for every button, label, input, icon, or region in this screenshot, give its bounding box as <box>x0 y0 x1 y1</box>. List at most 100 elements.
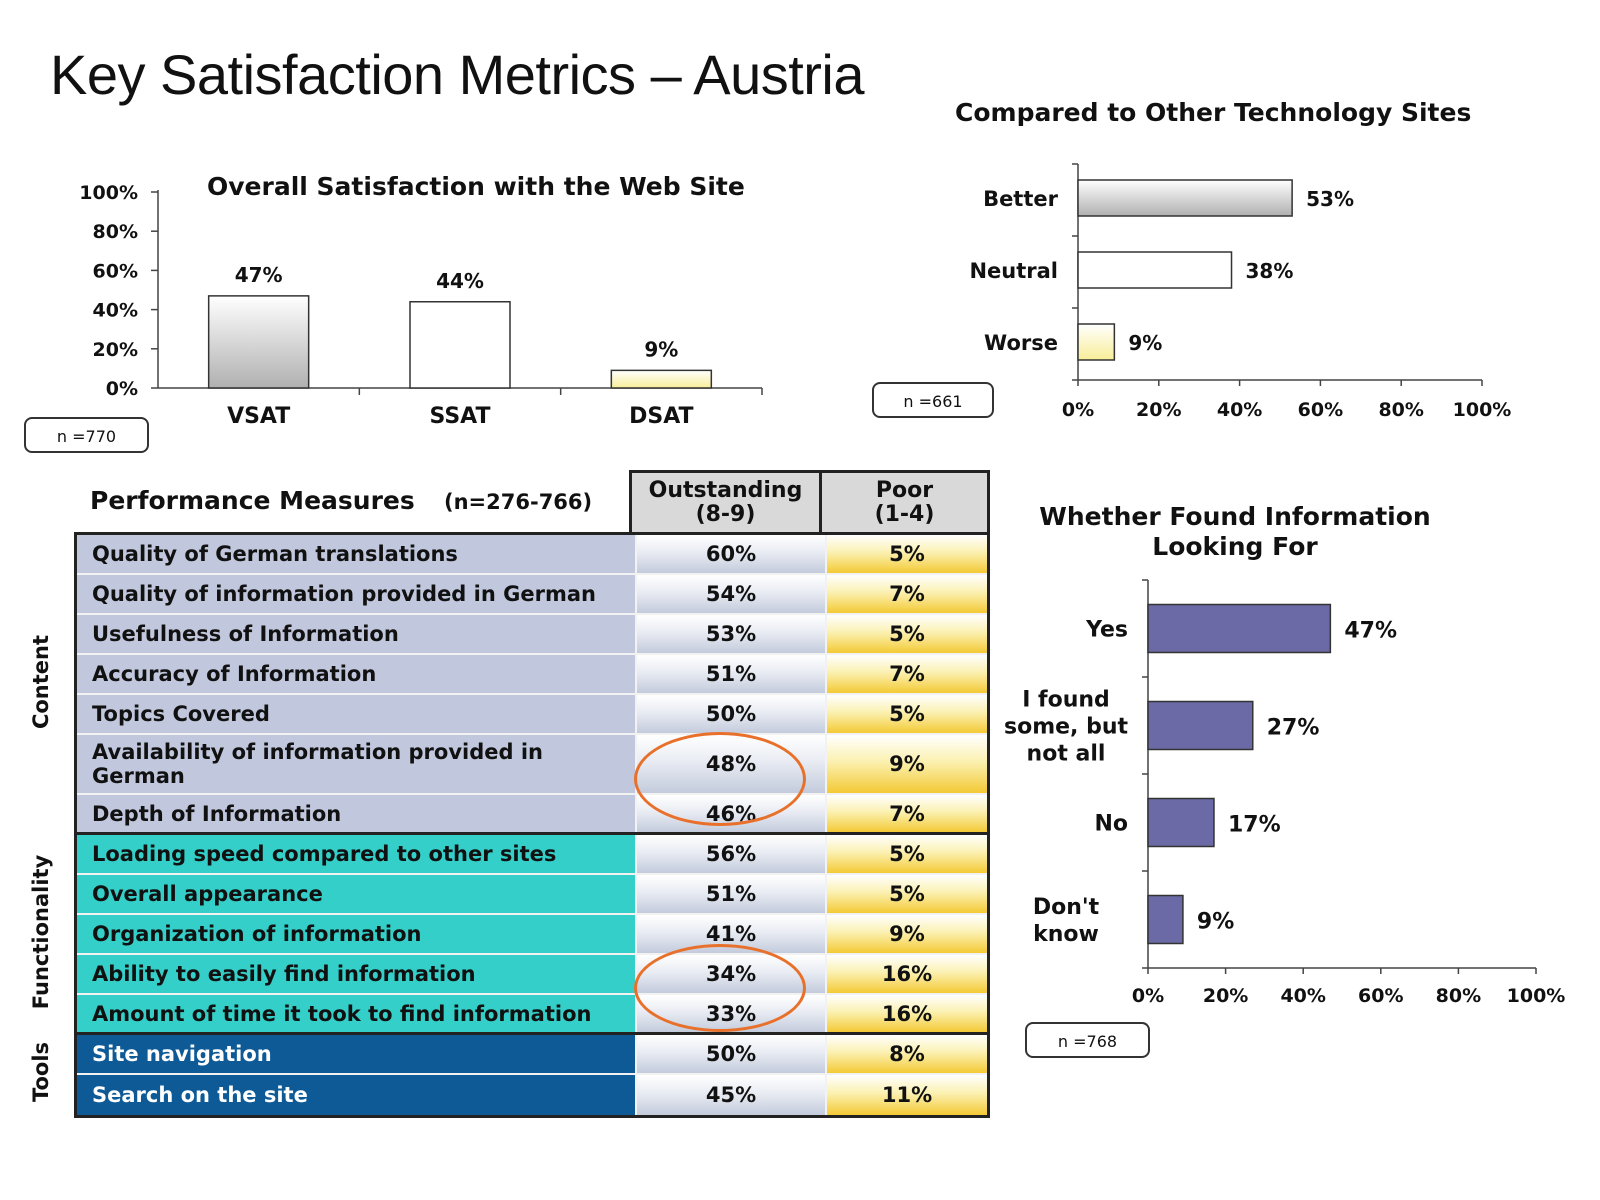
poor-value: 9% <box>825 915 987 953</box>
table-row: Topics Covered 50% 5% <box>77 695 987 735</box>
found-category-label: Don't know <box>1033 895 1100 947</box>
outstanding-value: 33% <box>635 995 825 1032</box>
table-row: Amount of time it took to find informati… <box>77 995 987 1035</box>
outstanding-value: 60% <box>635 535 825 573</box>
compared-x-tick-label: 0% <box>1062 399 1094 421</box>
column-header-outstanding: Outstanding (8-9) <box>629 470 822 532</box>
found-category-label: Yes <box>1085 618 1128 643</box>
overall-y-tick-label: 0% <box>106 378 138 400</box>
poor-value: 7% <box>825 575 987 613</box>
compared-sites-chart: 0% 20% 40% 60% 80% 100% 53% Better 38% Neutral 9% W… <box>969 163 1511 421</box>
poor-value: 9% <box>825 735 987 793</box>
found-chart-title: Whether Found Information Looking For <box>1039 502 1431 561</box>
overall-chart-title: Overall Satisfaction with the Web Site <box>207 172 745 201</box>
row-label: Depth of Information <box>77 795 635 832</box>
outstanding-value: 46% <box>635 795 825 832</box>
overall-bar-dsat <box>610 369 713 389</box>
compared-x-tick-label: 40% <box>1217 399 1262 421</box>
overall-satisfaction-chart: 0% 20% 40% 60% 80% 100% 47% VSAT 44% SSAT 9% DSAT <box>79 182 763 429</box>
compared-data-label: 53% <box>1306 187 1354 211</box>
overall-category-label: SSAT <box>429 404 490 429</box>
poor-value: 5% <box>825 835 987 873</box>
compared-x-tick-label: 20% <box>1136 399 1181 421</box>
table-row: Accuracy of Information 51% 7% <box>77 655 987 695</box>
found-bar <box>1147 894 1184 945</box>
compared-bar-better <box>1077 179 1293 217</box>
table-row: Quality of German translations 60% 5% <box>77 535 987 575</box>
table-row: Organization of information 41% 9% <box>77 915 987 955</box>
row-label: Search on the site <box>77 1075 635 1115</box>
found-data-label: 17% <box>1228 813 1281 838</box>
outstanding-value: 51% <box>635 875 825 913</box>
table-row: Loading speed compared to other sites 56%… <box>77 835 987 875</box>
row-label: Accuracy of Information <box>77 655 635 693</box>
compared-x-tick-label: 80% <box>1378 399 1423 421</box>
outstanding-value: 51% <box>635 655 825 693</box>
found-x-tick-label: 80% <box>1436 985 1481 1007</box>
table-row: Quality of information provided in Germa… <box>77 575 987 615</box>
table-row: Usefulness of Information 53% 5% <box>77 615 987 655</box>
row-label: Loading speed compared to other sites <box>77 835 635 873</box>
poor-value: 16% <box>825 995 987 1032</box>
compared-data-label: 38% <box>1246 259 1294 283</box>
table-row: Ability to easily find information 34% 16% <box>77 955 987 995</box>
found-bar <box>1147 797 1215 848</box>
compared-data-label: 9% <box>1128 331 1162 355</box>
outstanding-value: 53% <box>635 615 825 653</box>
overall-y-tick-label: 40% <box>93 300 138 322</box>
found-x-tick-label: 40% <box>1280 985 1325 1007</box>
poor-value: 7% <box>825 795 987 832</box>
outstanding-value: 34% <box>635 955 825 993</box>
poor-value: 11% <box>825 1075 987 1115</box>
overall-category-label: VSAT <box>227 404 290 429</box>
row-label: Usefulness of Information <box>77 615 635 653</box>
row-label: Overall appearance <box>77 875 635 913</box>
overall-n-label: n =770 <box>24 417 149 453</box>
outstanding-value: 48% <box>635 735 825 793</box>
outstanding-value: 45% <box>635 1075 825 1115</box>
outstanding-value: 41% <box>635 915 825 953</box>
poor-value: 5% <box>825 875 987 913</box>
found-category-label: No <box>1094 812 1128 837</box>
group-label-content: Content <box>29 634 53 730</box>
poor-value: 5% <box>825 695 987 733</box>
row-label: Organization of information <box>77 915 635 953</box>
found-x-tick-label: 0% <box>1132 985 1164 1007</box>
row-label: Quality of German translations <box>77 535 635 573</box>
overall-y-tick-label: 100% <box>79 182 138 204</box>
outstanding-value: 56% <box>635 835 825 873</box>
found-data-label: 27% <box>1267 716 1320 741</box>
table-row: Site navigation 50% 8% <box>77 1035 987 1075</box>
performance-header: Performance Measures (n=276-766) Outstan… <box>74 470 990 532</box>
found-information-chart: 0% 20% 40% 60% 80% 100% 47% Yes 27% I found some, … <box>1004 579 1565 1007</box>
row-label: Topics Covered <box>77 695 635 733</box>
table-row: Search on the site 45% 11% <box>77 1075 987 1115</box>
overall-data-label: 44% <box>436 269 484 293</box>
outstanding-value: 54% <box>635 575 825 613</box>
found-category-label: I found some, but not all <box>1004 688 1128 767</box>
overall-y-tick-label: 80% <box>93 221 138 243</box>
row-label: Availability of information provided in … <box>77 735 635 793</box>
overall-y-tick-label: 20% <box>93 339 138 361</box>
found-bar <box>1147 700 1254 751</box>
poor-value: 16% <box>825 955 987 993</box>
found-bar <box>1147 603 1332 654</box>
overall-category-label: DSAT <box>629 404 693 429</box>
overall-data-label: 47% <box>235 263 283 287</box>
performance-n-label: (n=276-766) <box>444 490 593 514</box>
poor-value: 7% <box>825 655 987 693</box>
poor-value: 5% <box>825 535 987 573</box>
outstanding-value: 50% <box>635 695 825 733</box>
found-data-label: 47% <box>1344 619 1397 644</box>
found-data-label: 9% <box>1197 910 1234 935</box>
found-n-label: n =768 <box>1025 1022 1150 1058</box>
compared-category-label: Neutral <box>969 259 1058 283</box>
compared-category-label: Worse <box>984 331 1058 355</box>
overall-y-tick-label: 60% <box>93 260 138 282</box>
performance-rows: Quality of German translations 60% 5% Quali… <box>74 532 990 1118</box>
row-label: Amount of time it took to find informati… <box>77 995 635 1032</box>
column-header-poor: Poor (1-4) <box>819 470 990 532</box>
outstanding-value: 50% <box>635 1035 825 1073</box>
compared-bar-worse <box>1077 323 1116 361</box>
overall-bar-ssat <box>409 301 511 389</box>
